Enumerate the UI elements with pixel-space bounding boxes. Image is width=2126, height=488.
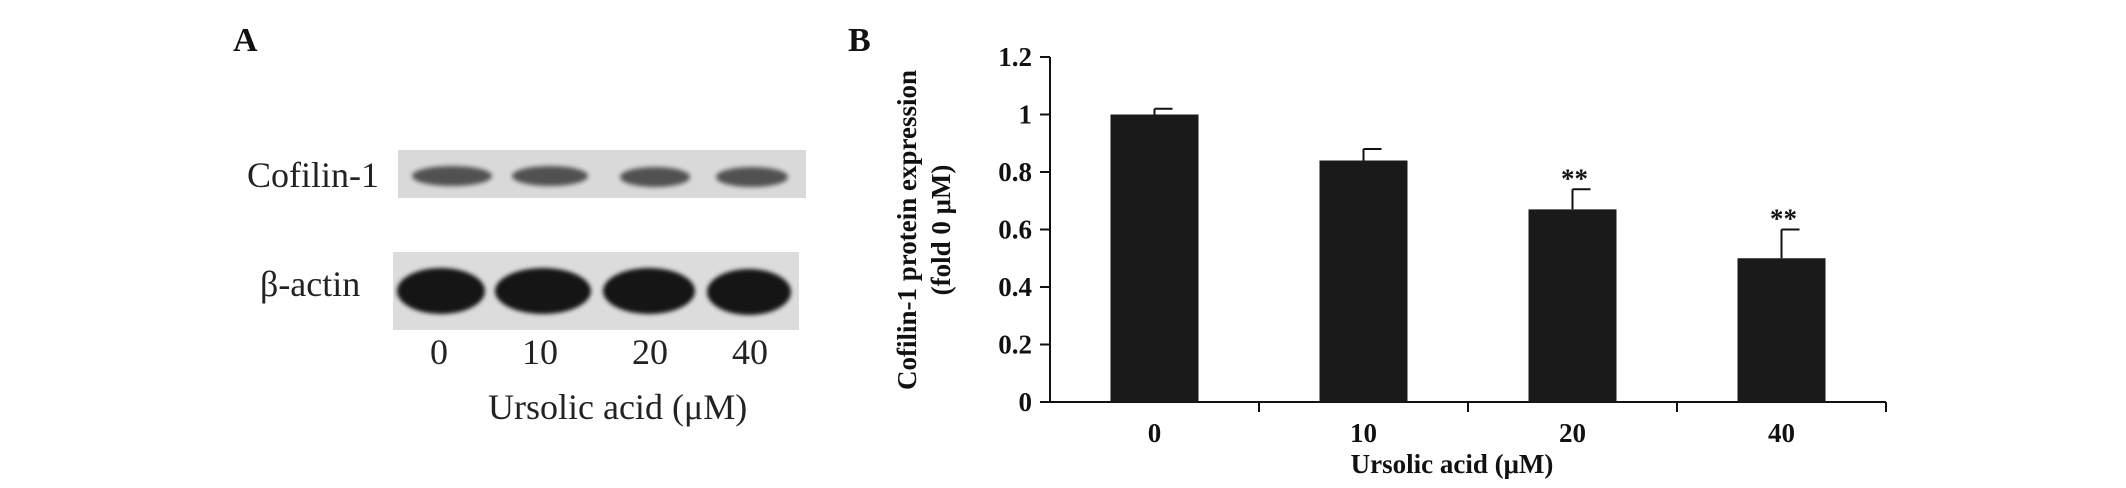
x-tick-label: 40	[1768, 418, 1795, 448]
cofilin-band-lane-2	[512, 166, 588, 186]
y-tick-label: 0.2	[998, 330, 1032, 360]
lane-label-10: 10	[522, 332, 558, 372]
x-tick-label: 10	[1350, 418, 1377, 448]
y-tick-label: 1.2	[998, 42, 1032, 72]
significance-marker: **	[1561, 163, 1588, 193]
cofilin-band-lane-1	[412, 166, 492, 186]
lane-label-0: 0	[430, 332, 448, 372]
cofilin-row-label: Cofilin-1	[247, 155, 379, 195]
y-axis-label-line-2: (fold 0 μM)	[926, 165, 956, 296]
x-tick-label: 20	[1559, 418, 1586, 448]
actin-blot-strip	[393, 252, 799, 330]
cofilin-band-lane-4	[716, 167, 788, 187]
y-tick-label: 0.6	[998, 215, 1032, 245]
actin-band-lane-2	[495, 268, 591, 314]
x-axis-label: Ursolic acid (μM)	[1351, 449, 1554, 479]
y-tick-label: 0	[1019, 387, 1033, 417]
y-tick-label: 0.8	[998, 157, 1032, 187]
bar-10	[1319, 160, 1408, 402]
bar-40	[1737, 258, 1826, 402]
panel-b-letter: B	[848, 22, 871, 59]
cofilin-band-lane-3	[620, 167, 690, 187]
panel-a-letter: A	[233, 22, 258, 59]
actin-row-label: β-actin	[260, 264, 361, 304]
significance-marker: **	[1770, 204, 1797, 234]
y-tick-label: 1	[1019, 100, 1033, 130]
lane-label-40: 40	[732, 332, 768, 372]
y-tick-label: 0.4	[998, 272, 1032, 302]
lane-label-20: 20	[632, 332, 668, 372]
actin-band-lane-3	[603, 268, 695, 314]
bar-20	[1528, 209, 1617, 402]
x-tick-label: 0	[1148, 418, 1162, 448]
actin-band-lane-4	[707, 269, 791, 315]
actin-band-lane-1	[397, 268, 485, 314]
y-axis-label-line-1: Cofilin-1 protein expression	[892, 70, 922, 390]
cofilin-blot-strip	[398, 150, 806, 198]
bar-0	[1110, 114, 1199, 402]
panel-a-x-axis-label: Ursolic acid (μM)	[488, 387, 748, 427]
